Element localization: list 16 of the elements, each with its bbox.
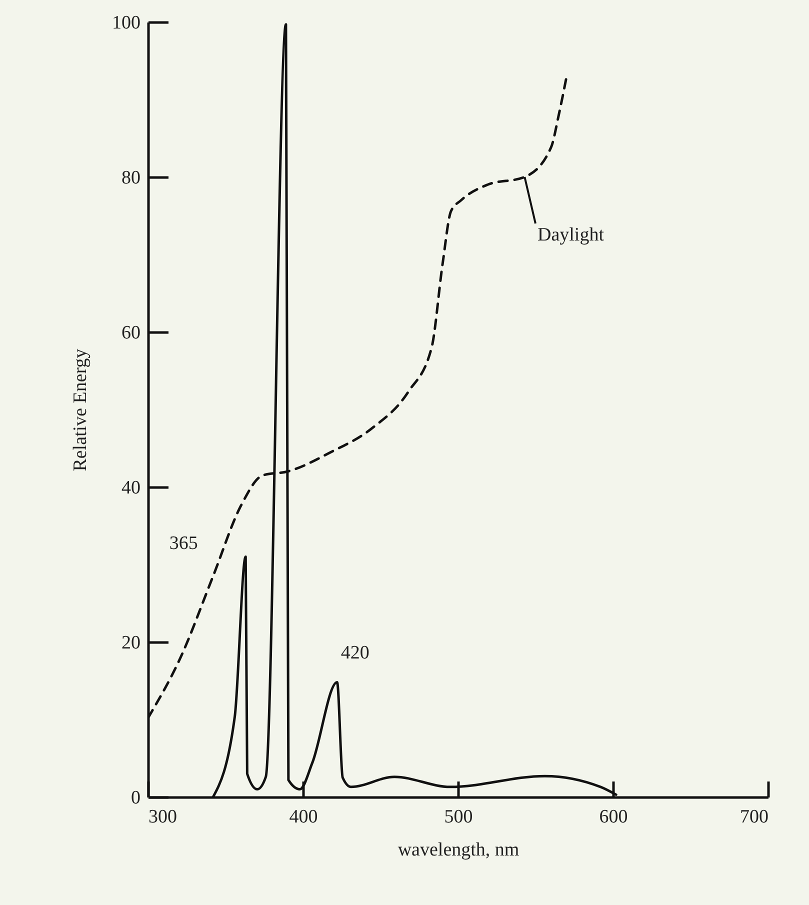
- annotation: 365: [169, 532, 198, 554]
- annotation: 420: [340, 642, 370, 664]
- x-axis-title: wavelength, nm: [398, 840, 520, 860]
- y-axis-title: Relative Energy: [70, 348, 91, 472]
- y-tick-label: 20: [122, 632, 140, 654]
- y-tick-label: 80: [122, 168, 140, 188]
- y-tick-label: 40: [122, 478, 140, 498]
- x-tick-label: 500: [444, 806, 473, 828]
- x-tick-label: 600: [599, 806, 628, 828]
- y-tick-label: 0: [131, 788, 140, 808]
- text: Daylight: [538, 224, 605, 246]
- y-tick-label: 60: [122, 322, 140, 344]
- x-tick-label: 400: [289, 806, 318, 828]
- x-tick-label: 300: [148, 806, 177, 828]
- x-tick-label: 700: [740, 806, 768, 828]
- y-tick-label: 100: [112, 12, 140, 34]
